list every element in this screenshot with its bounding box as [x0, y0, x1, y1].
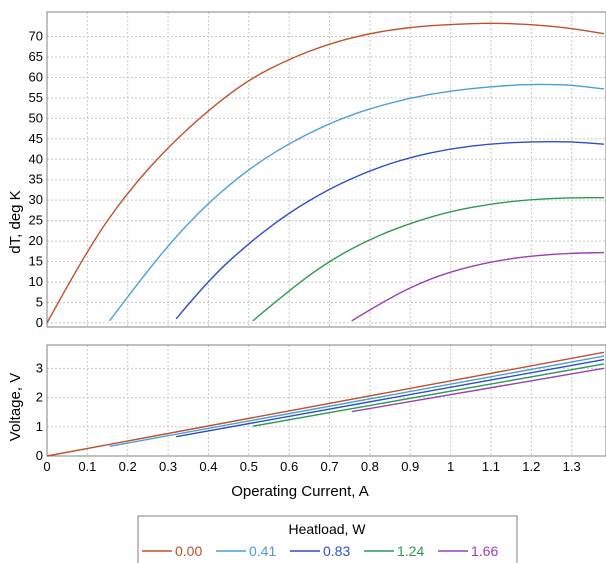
dt-y-tick-label: 30: [29, 192, 43, 207]
x-axis-label: Operating Current, A: [231, 483, 369, 500]
legend-label-0.41: 0.41: [249, 543, 276, 559]
dt-plot-frame: [46, 11, 606, 328]
legend-label-0.83: 0.83: [323, 543, 350, 559]
dt-y-tick-label: 35: [29, 172, 43, 187]
dt-series-line-0.00: [46, 22, 605, 324]
dt-series-line-1.24: [252, 197, 604, 322]
x-tick-label: 0.8: [361, 459, 379, 474]
x-tick-label: 1.1: [482, 459, 500, 474]
legend-frame: [137, 515, 518, 563]
voltage-plot-panel: 0 1 2 3 0 0.1 0.2 0.3 0.4 0.5 0.6 0.7 0.8 0.9 1 1.1 1.2 1…: [36, 344, 606, 474]
voltage-y-tick-label: 1: [36, 419, 43, 434]
x-tick-label: 1.3: [563, 459, 581, 474]
voltage-series-line-0.41: [109, 355, 605, 448]
x-tick-label: 0.4: [199, 459, 217, 474]
voltage-series-line-0.83: [176, 358, 605, 438]
dt-y-tick-label: 60: [29, 69, 43, 84]
legend-items: 0.00 0.41 0.83 1.24 1.66: [142, 543, 498, 559]
legend-title: Heatload, W: [288, 521, 366, 537]
x-tick-label: 0.7: [320, 459, 338, 474]
legend: Heatload, W 0.00 0.41 0.83 1.24 1.66: [137, 515, 518, 563]
x-tick-label: 1.2: [522, 459, 540, 474]
y-axis-label-voltage: Voltage, V: [7, 373, 24, 441]
dt-y-tick-label: 5: [36, 294, 43, 309]
dt-y-tick-label: 40: [29, 151, 43, 166]
dt-y-tick-label: 20: [29, 233, 43, 248]
dt-y-tick-label: 45: [29, 131, 43, 146]
x-tick-label: 1: [447, 459, 454, 474]
dt-y-tick-label: 15: [29, 254, 43, 269]
x-tick-label: 0.5: [240, 459, 258, 474]
voltage-y-tick-label: 2: [36, 390, 43, 405]
dt-series-line-1.66: [351, 251, 604, 322]
legend-label-0.00: 0.00: [175, 543, 202, 559]
legend-label-1.24: 1.24: [397, 543, 424, 559]
dt-y-tick-label: 10: [29, 274, 43, 289]
dt-plot-panel: 0 5 10 15 20 25 30 35 40 45 50 55 60 65 70: [29, 11, 606, 330]
dt-series-line-0.83: [175, 140, 605, 320]
voltage-plot-frame: [46, 344, 606, 457]
dt-y-tick-label: 70: [29, 29, 43, 44]
x-tick-label: 0.9: [401, 459, 419, 474]
x-tick-label: 0.2: [119, 459, 137, 474]
x-tick-label: 0.1: [78, 459, 96, 474]
dt-y-tick-label: 50: [29, 110, 43, 125]
voltage-series-line-0.00: [46, 351, 605, 457]
dt-y-tick-label: 55: [29, 90, 43, 105]
voltage-y-tick-label: 3: [36, 360, 43, 375]
x-tick-label: 0: [43, 459, 50, 474]
dt-y-tick-label: 65: [29, 49, 43, 64]
voltage-y-tick-label: 0: [36, 448, 43, 463]
dt-y-tick-label: 25: [29, 213, 43, 228]
x-tick-label: 0.6: [280, 459, 298, 474]
y-axis-label-dt: dT, deg K: [7, 190, 24, 253]
voltage-series-line-1.24: [252, 363, 605, 427]
legend-label-1.66: 1.66: [471, 543, 498, 559]
dt-y-tick-label: 0: [36, 315, 43, 330]
x-tick-label: 0.3: [159, 459, 177, 474]
dt-series-line-0.41: [108, 83, 605, 322]
voltage-series-line-1.66: [351, 367, 605, 413]
